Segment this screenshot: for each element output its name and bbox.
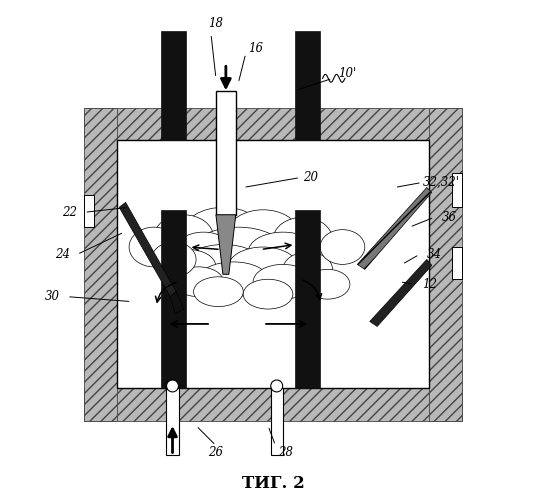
- Bar: [452, 173, 461, 207]
- Bar: [162, 210, 186, 388]
- Text: 22: 22: [62, 206, 77, 219]
- Ellipse shape: [228, 247, 298, 287]
- Ellipse shape: [162, 250, 216, 284]
- Polygon shape: [119, 203, 176, 296]
- Bar: [85, 108, 117, 421]
- Ellipse shape: [243, 279, 293, 309]
- Bar: [117, 140, 429, 388]
- Text: 28: 28: [278, 447, 293, 460]
- Ellipse shape: [183, 207, 263, 257]
- Text: 34: 34: [427, 248, 442, 261]
- Ellipse shape: [154, 215, 213, 259]
- Text: 32,32': 32,32': [423, 176, 460, 189]
- Ellipse shape: [248, 232, 318, 272]
- Bar: [162, 31, 186, 140]
- Polygon shape: [370, 259, 432, 326]
- Text: 30: 30: [45, 290, 60, 303]
- Ellipse shape: [228, 210, 298, 254]
- Ellipse shape: [174, 267, 223, 296]
- Ellipse shape: [253, 264, 313, 299]
- Bar: [429, 108, 461, 421]
- Ellipse shape: [129, 227, 179, 267]
- Polygon shape: [358, 188, 432, 269]
- Bar: [85, 195, 94, 227]
- Text: ΤИГ. 2: ΤИГ. 2: [242, 475, 304, 492]
- Ellipse shape: [305, 269, 350, 299]
- Ellipse shape: [283, 252, 333, 287]
- Ellipse shape: [194, 227, 283, 272]
- Text: 20: 20: [302, 171, 318, 184]
- Bar: [452, 247, 461, 279]
- Text: 36: 36: [442, 211, 456, 224]
- Text: 26: 26: [209, 447, 223, 460]
- Bar: [295, 31, 320, 140]
- Bar: [85, 388, 461, 421]
- Circle shape: [271, 380, 283, 392]
- Polygon shape: [216, 215, 236, 274]
- Ellipse shape: [194, 277, 243, 306]
- Ellipse shape: [183, 245, 263, 284]
- Bar: [216, 91, 236, 215]
- Bar: [295, 210, 320, 388]
- Polygon shape: [170, 292, 183, 314]
- Ellipse shape: [199, 262, 268, 296]
- Text: 12: 12: [422, 278, 437, 291]
- Ellipse shape: [320, 230, 365, 264]
- Bar: [167, 388, 179, 456]
- Text: 10': 10': [339, 67, 357, 80]
- Text: 18: 18: [209, 17, 223, 30]
- Bar: [270, 388, 283, 456]
- Ellipse shape: [151, 242, 196, 277]
- Ellipse shape: [174, 232, 233, 272]
- Circle shape: [167, 380, 179, 392]
- Text: 24: 24: [55, 248, 69, 261]
- Ellipse shape: [273, 217, 333, 262]
- Text: 16: 16: [248, 42, 263, 55]
- Bar: [85, 108, 461, 140]
